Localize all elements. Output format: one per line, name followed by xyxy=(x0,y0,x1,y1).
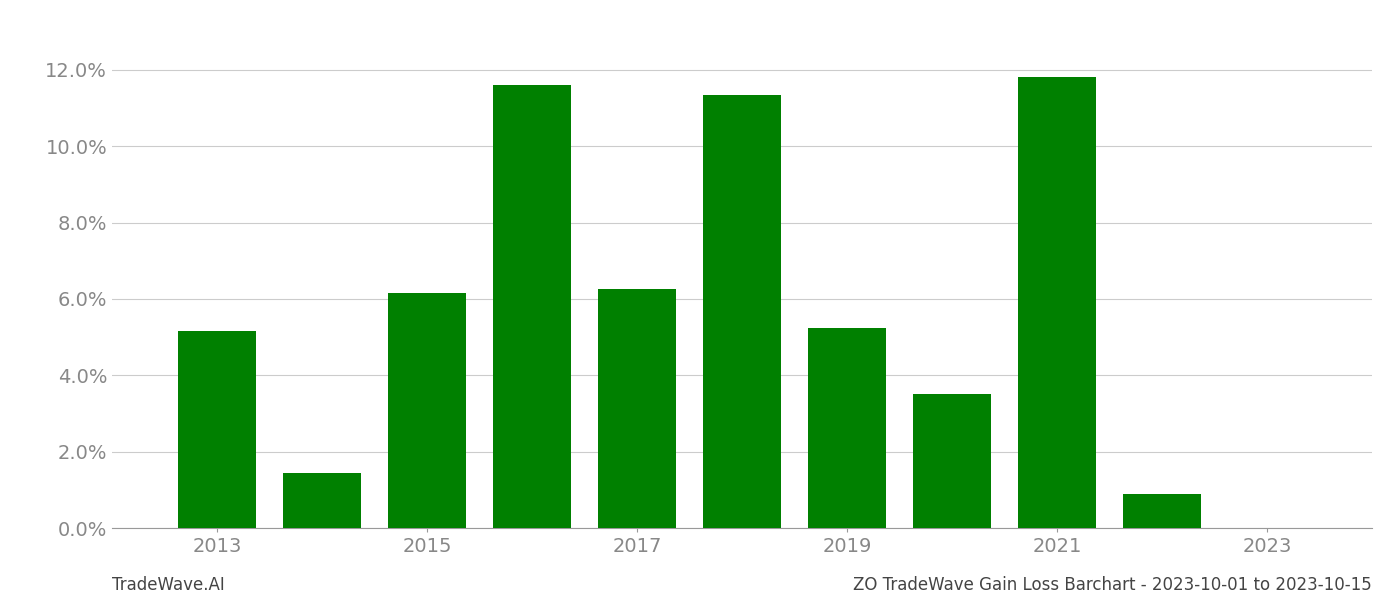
Bar xyxy=(1018,77,1096,528)
Bar xyxy=(178,331,256,528)
Bar xyxy=(1123,494,1201,528)
Bar xyxy=(388,293,466,528)
Bar xyxy=(703,95,781,528)
Bar xyxy=(598,289,676,528)
Text: ZO TradeWave Gain Loss Barchart - 2023-10-01 to 2023-10-15: ZO TradeWave Gain Loss Barchart - 2023-1… xyxy=(853,576,1372,594)
Bar xyxy=(493,85,571,528)
Bar xyxy=(808,328,886,528)
Bar xyxy=(283,473,361,528)
Text: TradeWave.AI: TradeWave.AI xyxy=(112,576,225,594)
Bar xyxy=(913,394,991,528)
